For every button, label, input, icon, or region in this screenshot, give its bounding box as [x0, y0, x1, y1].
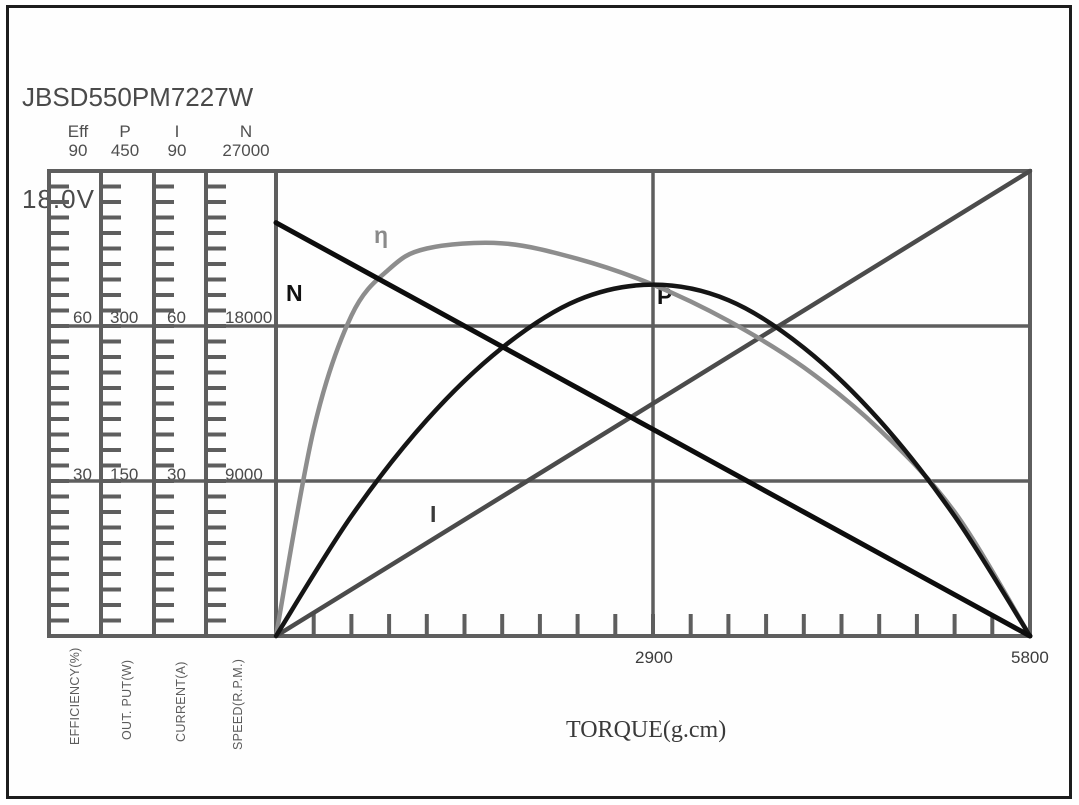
axis-max-output: 450	[110, 141, 140, 160]
axis-head-current: I 90	[156, 122, 198, 161]
axis-head-output: P 450	[101, 122, 149, 161]
x-tick-label-max: 5800	[1011, 648, 1049, 667]
axis-symbol-current: I	[174, 122, 180, 141]
axis-max-current: 90	[167, 141, 187, 160]
curve-label-efficiency: η	[374, 222, 389, 248]
curve-label-current: I	[430, 501, 437, 527]
curve-current	[273, 168, 1033, 639]
x-tick-label-mid: 2900	[635, 648, 673, 667]
x-axis-title: TORQUE(g.cm)	[566, 717, 727, 743]
outer-frame	[6, 5, 1072, 799]
ruler-ticks	[51, 184, 226, 623]
curve-label-speed: N	[286, 280, 303, 306]
tick-label-current-mid: 60	[167, 308, 186, 327]
curve-speed	[273, 220, 1033, 639]
curve-power	[273, 282, 1033, 639]
model-title: JBSD550PM7227W	[22, 82, 254, 112]
axis-symbol-efficiency: Eff	[67, 122, 89, 141]
tick-label-speed-mid: 18000	[225, 308, 273, 327]
axis-head-speed: N 27000	[206, 122, 286, 161]
axis-symbol-output: P	[119, 122, 131, 141]
axis-max-efficiency: 90	[68, 141, 88, 160]
axis-max-speed: 27000	[222, 141, 270, 160]
tick-label-output-mid: 300	[110, 308, 139, 327]
axis-head-efficiency: Eff 90	[54, 122, 102, 161]
curve-efficiency	[273, 240, 1033, 639]
tick-label-efficiency-mid: 60	[73, 308, 92, 327]
axis-symbol-speed: N	[239, 122, 253, 141]
x-axis-ticks	[311, 614, 995, 634]
voltage-title: 18.0V	[22, 184, 95, 214]
title-block: JBSD550PM7227W 18.0V	[22, 12, 253, 284]
